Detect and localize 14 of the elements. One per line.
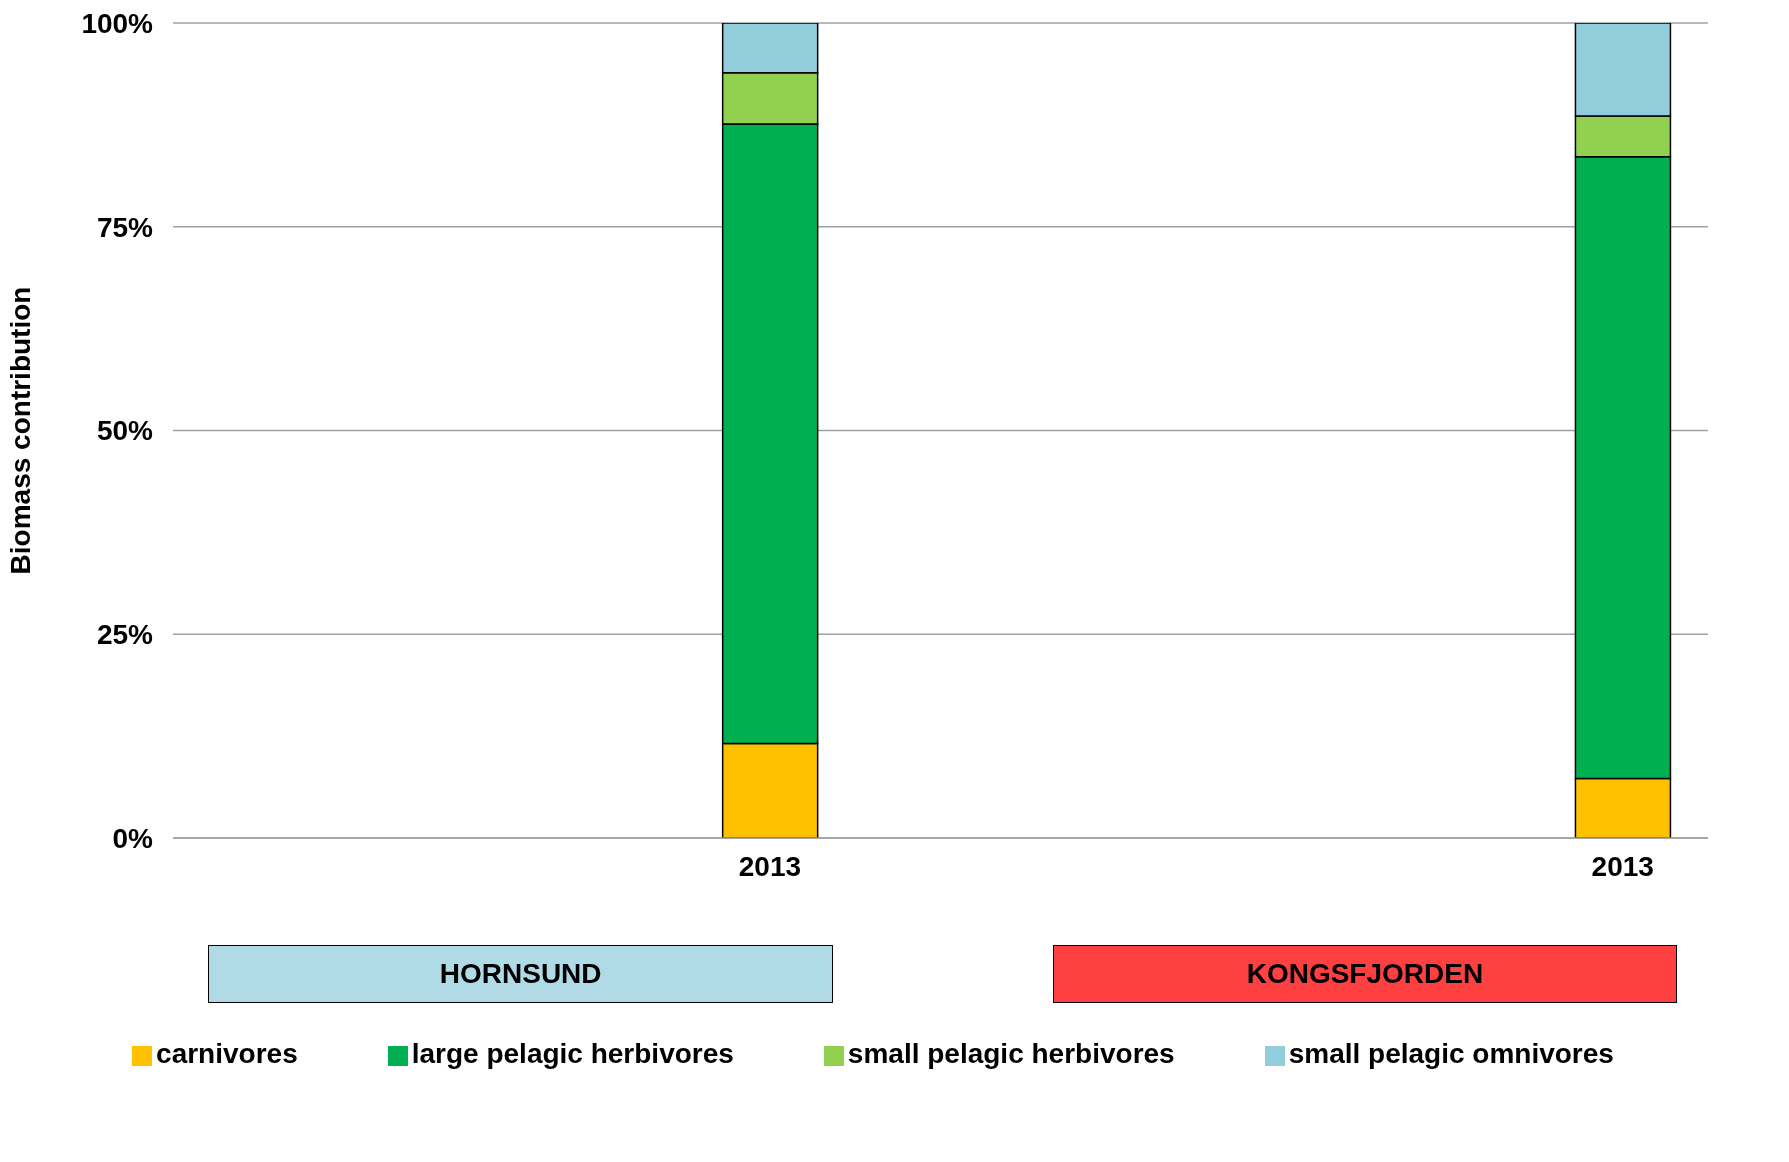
legend-label: large pelagic herbivores [411, 1038, 734, 1069]
legend-label: small pelagic herbivores [847, 1038, 1175, 1069]
legend-label: carnivores [156, 1038, 298, 1069]
x-tick-label: 2013 [1591, 850, 1654, 882]
y-tick-label: 75% [96, 211, 154, 243]
site-label-box: KONGSFJORDEN [1052, 945, 1678, 1003]
y-tick-label: 0% [112, 822, 154, 854]
site-label-box: HORNSUND [208, 945, 834, 1003]
y-tick-label: 50% [96, 415, 154, 447]
legend-label: small pelagic omnivores [1288, 1038, 1614, 1069]
y-tick-label: 100% [81, 7, 154, 39]
y-tick-label: 25% [96, 619, 154, 651]
y-axis-title: Biomass contribution [4, 286, 36, 575]
x-tick-label: 2013 [738, 850, 802, 882]
